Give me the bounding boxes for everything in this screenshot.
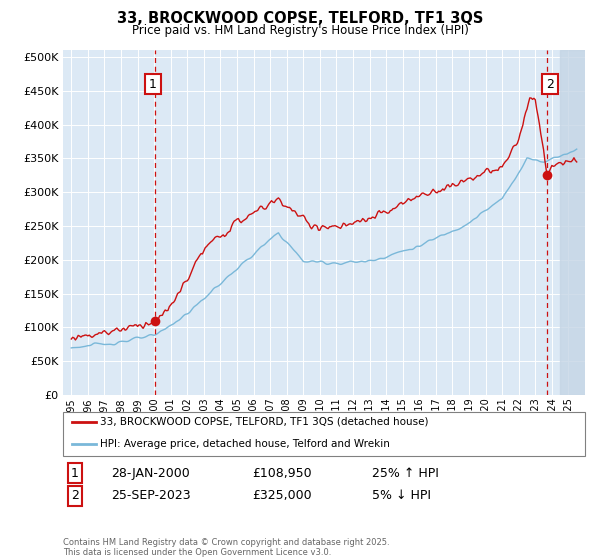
Text: Contains HM Land Registry data © Crown copyright and database right 2025.
This d: Contains HM Land Registry data © Crown c… — [63, 538, 389, 557]
Text: £325,000: £325,000 — [252, 489, 311, 502]
Text: £108,950: £108,950 — [252, 466, 311, 480]
Bar — [560, 50, 593, 395]
Text: 33, BROCKWOOD COPSE, TELFORD, TF1 3QS: 33, BROCKWOOD COPSE, TELFORD, TF1 3QS — [117, 11, 483, 26]
Text: 1: 1 — [71, 466, 79, 480]
Text: HPI: Average price, detached house, Telford and Wrekin: HPI: Average price, detached house, Telf… — [100, 439, 390, 449]
Text: 25% ↑ HPI: 25% ↑ HPI — [372, 466, 439, 480]
Text: 1: 1 — [149, 78, 157, 91]
Text: 28-JAN-2000: 28-JAN-2000 — [111, 466, 190, 480]
Text: Price paid vs. HM Land Registry's House Price Index (HPI): Price paid vs. HM Land Registry's House … — [131, 24, 469, 36]
Text: 33, BROCKWOOD COPSE, TELFORD, TF1 3QS (detached house): 33, BROCKWOOD COPSE, TELFORD, TF1 3QS (d… — [100, 417, 428, 427]
Text: 2: 2 — [546, 78, 554, 91]
Text: 5% ↓ HPI: 5% ↓ HPI — [372, 489, 431, 502]
Text: 2: 2 — [71, 489, 79, 502]
Text: 25-SEP-2023: 25-SEP-2023 — [111, 489, 191, 502]
